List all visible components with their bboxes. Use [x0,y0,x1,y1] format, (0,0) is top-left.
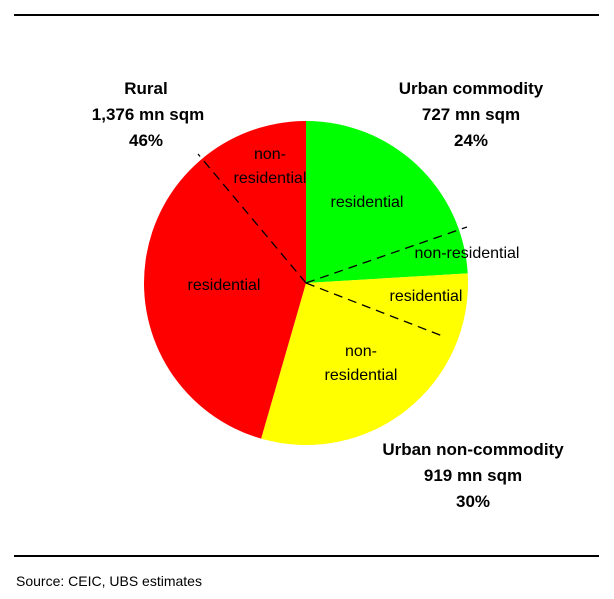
category-label-urban-commodity: Urban commodity 727 mn sqm 24% [399,79,544,150]
slice-rural [143,120,306,439]
urban-commodity-percent: 24% [454,131,488,150]
rural-name: Rural [124,79,167,98]
urban-non-commodity-value: 919 mn sqm [424,466,522,485]
category-label-rural: Rural 1,376 mn sqm 46% [92,79,204,150]
sub-label-urban-commodity-non-residential: non-residential [415,245,520,262]
sub-label-rural-residential: residential [188,277,261,294]
source-note: Source: CEIC, UBS estimates [16,573,202,589]
sub-label-urban-non-commodity-residential: residential [390,288,463,305]
pie-chart: residential non-residential residential … [92,79,564,511]
separator-urban-non-commodity [305,282,446,338]
bottom-rule [14,555,599,557]
urban-commodity-name: Urban commodity [399,79,544,98]
urban-non-commodity-percent: 30% [456,492,490,511]
slice-urban-commodity [306,121,468,283]
slice-urban-non-commodity [261,273,469,446]
urban-commodity-value: 727 mn sqm [422,105,520,124]
sub-label-rural-non-residential: non-residential [234,146,307,187]
separator-urban-commodity [305,226,468,284]
separator-rural [197,153,307,284]
rural-value: 1,376 mn sqm [92,105,204,124]
top-rule [14,14,599,16]
rural-percent: 46% [129,131,163,150]
category-label-urban-non-commodity: Urban non-commodity 919 mn sqm 30% [382,440,564,511]
urban-non-commodity-name: Urban non-commodity [382,440,564,459]
sub-label-urban-commodity-residential: residential [331,194,404,211]
sub-label-urban-non-commodity-non-residential: non-residential [325,343,398,384]
